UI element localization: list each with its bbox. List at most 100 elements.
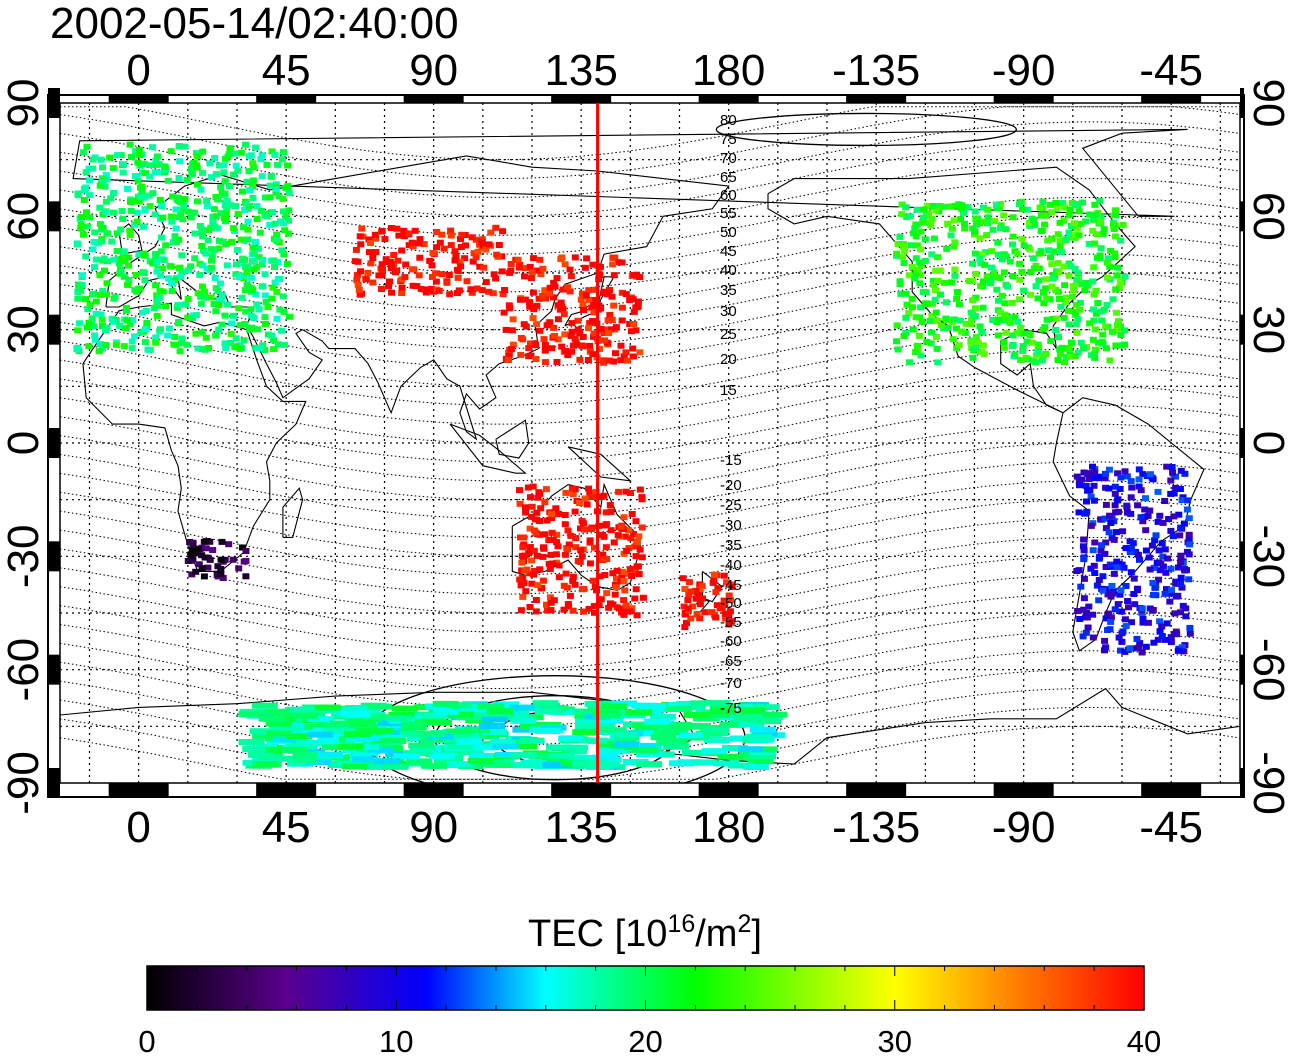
tec-point (207, 246, 215, 253)
tec-point (933, 345, 941, 352)
tec-point (310, 707, 337, 714)
tec-point (1129, 540, 1137, 547)
tec-point (721, 610, 729, 617)
tec-point (644, 718, 671, 725)
tec-point (1134, 551, 1142, 558)
tec-point (518, 559, 526, 566)
tec-point (727, 597, 735, 604)
tec-point (155, 161, 163, 168)
tec-point (590, 330, 598, 337)
tec-point (101, 183, 109, 190)
tec-point (978, 329, 986, 335)
tec-point (1071, 265, 1079, 272)
tec-point (1070, 283, 1078, 290)
tec-point (635, 533, 643, 540)
tec-point (86, 177, 93, 184)
tec-point (282, 213, 290, 220)
lat-label-left: -60 (0, 638, 48, 702)
tec-point (1020, 242, 1028, 249)
tec-point (1082, 482, 1090, 489)
tec-point (679, 575, 687, 582)
tec-point (589, 318, 597, 324)
tec-point (989, 317, 997, 323)
tec-point (369, 279, 377, 286)
tec-point (610, 539, 618, 546)
tec-point (1084, 487, 1092, 494)
tec-point (236, 322, 244, 329)
tec-point (202, 250, 210, 257)
tec-point (126, 227, 134, 234)
tec-point (159, 288, 167, 295)
tec-point (596, 573, 604, 580)
tec-point (1156, 628, 1164, 635)
maglat-label: -50 (720, 595, 742, 612)
tec-point (546, 319, 554, 326)
tec-point (531, 752, 558, 759)
tec-point (912, 255, 920, 262)
tec-point (912, 314, 920, 321)
tec-point (1146, 566, 1154, 573)
tec-point (911, 225, 919, 232)
tec-point (277, 327, 285, 334)
tec-point (923, 338, 931, 345)
tec-point (296, 740, 323, 747)
tec-point (1111, 233, 1119, 240)
maglat-label: -55 (720, 614, 742, 631)
tec-point (1018, 268, 1026, 275)
maglat-contour (60, 291, 1240, 368)
tec-point (1106, 561, 1114, 568)
tec-point (255, 306, 263, 313)
tec-point (1071, 234, 1079, 241)
maglat-label: 40 (720, 262, 737, 279)
tec-point (240, 558, 248, 565)
tec-point (957, 216, 964, 223)
tec-point (172, 225, 180, 232)
tec-point (689, 603, 697, 610)
tec-point (1112, 529, 1120, 536)
tec-point (268, 295, 276, 302)
tec-point (587, 705, 614, 712)
tec-point (696, 601, 704, 608)
tec-point (476, 263, 484, 270)
tec-point (923, 202, 931, 209)
tec-point (913, 206, 921, 213)
tec-point (693, 611, 701, 617)
tec-point (572, 729, 599, 736)
tec-point (967, 309, 975, 316)
tec-point (214, 287, 222, 294)
tec-point (585, 287, 593, 294)
tec-point (714, 585, 722, 592)
tec-point (997, 225, 1004, 231)
tec-point (1177, 609, 1184, 616)
tec-point (571, 581, 579, 588)
tec-point (101, 267, 108, 274)
tec-point (1123, 504, 1131, 511)
tec-point (103, 280, 111, 287)
tec-point (1110, 536, 1118, 543)
tec-point (249, 286, 257, 293)
tec-point (279, 293, 287, 300)
tec-point (367, 747, 394, 754)
tec-point (614, 259, 622, 266)
tec-point (596, 345, 604, 352)
tec-point (624, 527, 632, 534)
tec-point (181, 196, 189, 203)
tec-point (950, 243, 958, 250)
tec-point (259, 283, 267, 290)
tec-point (621, 587, 629, 594)
tec-point (1082, 629, 1090, 636)
tec-point (553, 531, 561, 538)
tec-point (230, 171, 238, 178)
tec-point (1002, 329, 1010, 336)
tec-point (255, 254, 263, 261)
maglat-contour (60, 385, 1240, 463)
tec-point (620, 597, 628, 604)
tec-point (605, 330, 613, 337)
tec-point (1083, 614, 1091, 621)
lon-tick-bar (551, 95, 612, 103)
tec-point (916, 280, 924, 287)
tec-point (964, 204, 972, 211)
maglat-contour (60, 367, 1240, 444)
tec-point (698, 583, 706, 590)
maglat-label: 20 (720, 351, 737, 368)
